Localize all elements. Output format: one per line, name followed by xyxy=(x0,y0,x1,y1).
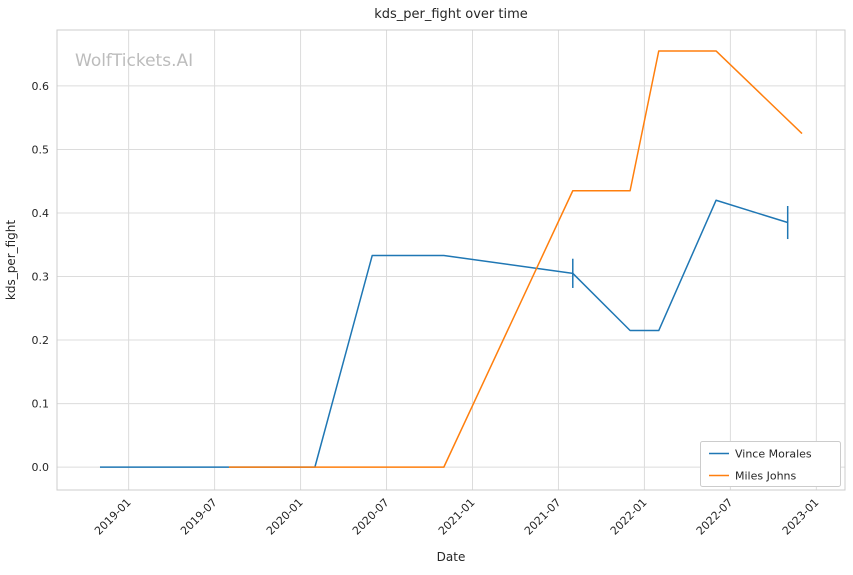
watermark: WolfTickets.AI xyxy=(75,51,193,71)
plot-border xyxy=(56,29,846,491)
x-tick-label: 2021-01 xyxy=(436,496,478,538)
y-tick-label: 0.6 xyxy=(32,80,50,93)
chart-title: kds_per_fight over time xyxy=(374,7,528,22)
legend-label-vince-morales: Vince Morales xyxy=(735,448,812,461)
x-tick-label: 2023-01 xyxy=(780,496,822,538)
y-tick-label: 0.2 xyxy=(32,334,50,347)
series-line-0 xyxy=(99,199,788,468)
x-tick-label: 2019-01 xyxy=(92,496,134,538)
x-tick-label: 2021-07 xyxy=(522,496,564,538)
legend-box xyxy=(700,441,841,487)
y-tick-label: 0.1 xyxy=(32,398,50,411)
y-tick-label: 0.0 xyxy=(32,461,50,474)
x-tick-label: 2019-07 xyxy=(178,496,220,538)
y-axis-label: kds_per_fight xyxy=(4,220,18,301)
x-tick-label: 2022-07 xyxy=(694,496,736,538)
y-tick-label: 0.4 xyxy=(32,207,50,220)
series-line-1 xyxy=(228,50,803,468)
x-axis-label: Date xyxy=(437,550,466,564)
y-tick-label: 0.5 xyxy=(32,143,50,156)
x-tick-label: 2022-01 xyxy=(608,496,650,538)
gridlines xyxy=(57,30,845,490)
x-tick-label: 2020-07 xyxy=(350,496,392,538)
legend-label-miles-johns: Miles Johns xyxy=(735,470,797,483)
y-tick-label: 0.3 xyxy=(32,271,50,284)
legend: Vince Morales Miles Johns xyxy=(700,441,841,487)
series-lines xyxy=(99,50,803,468)
x-tick-label: 2020-01 xyxy=(264,496,306,538)
